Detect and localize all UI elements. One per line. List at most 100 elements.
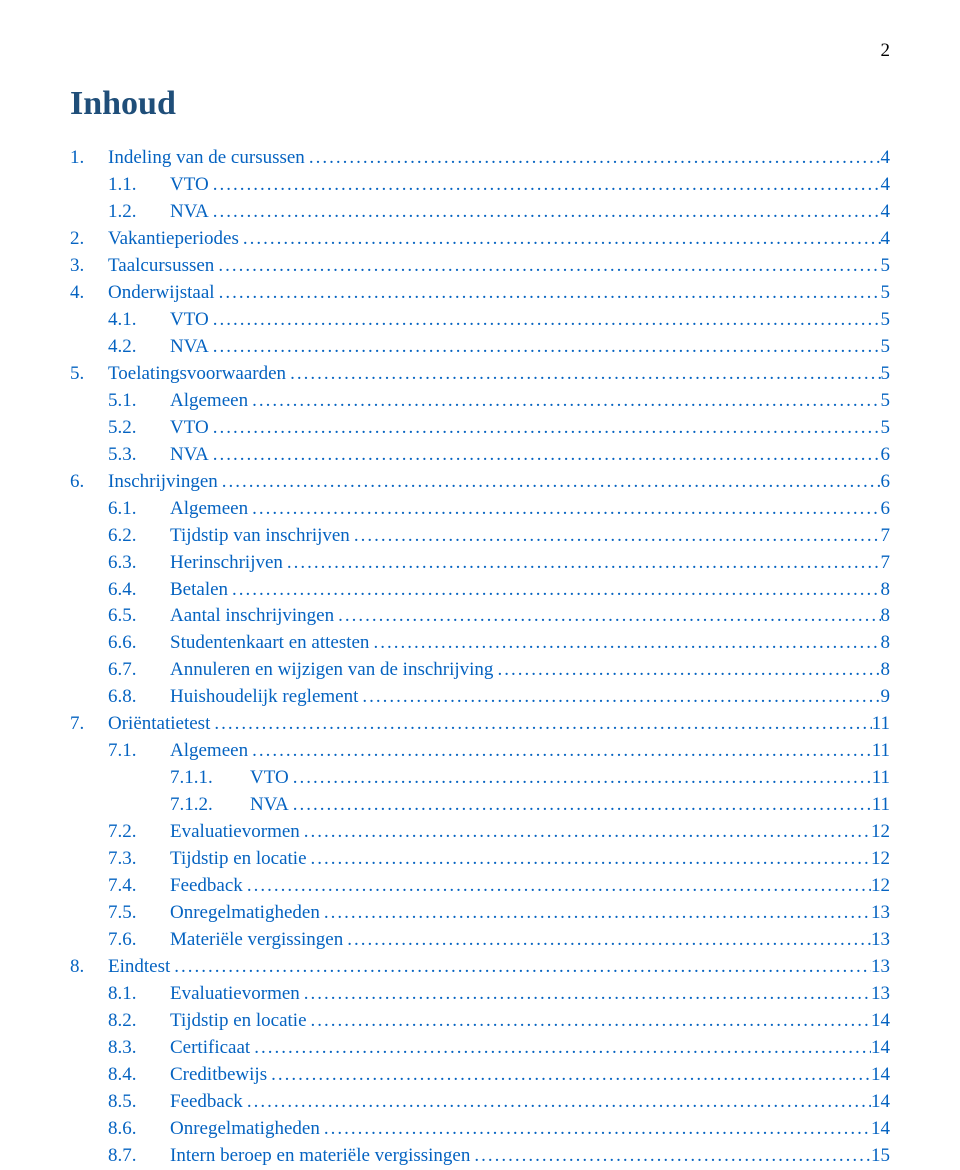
toc-leader-dots: [358, 684, 880, 711]
page-title: Inhoud: [70, 85, 890, 123]
toc-entry[interactable]: 7.3.Tijdstip en locatie12: [70, 846, 890, 873]
toc-leader-dots: [320, 1116, 871, 1143]
toc-entry[interactable]: 1.1.VTO4: [70, 172, 890, 199]
toc-entry[interactable]: 7.Oriëntatietest11: [70, 711, 890, 738]
toc-entry-number: 5.3.: [108, 442, 170, 469]
toc-entry[interactable]: 8.1.Evaluatievormen13: [70, 981, 890, 1008]
toc-entry-number: 6.2.: [108, 523, 170, 550]
toc-entry-page: 8: [881, 630, 891, 657]
toc-entry[interactable]: 4.2.NVA5: [70, 334, 890, 361]
toc-entry-number: 3.: [70, 253, 108, 280]
toc-entry-number: 6.3.: [108, 550, 170, 577]
toc-entry-page: 13: [871, 927, 890, 954]
toc-entry-label: Tijdstip en locatie: [170, 1008, 307, 1035]
toc-entry-label: Onregelmatigheden: [170, 1116, 320, 1143]
toc-entry-label: Algemeen: [170, 496, 248, 523]
toc-entry[interactable]: 6.8.Huishoudelijk reglement9: [70, 684, 890, 711]
toc-entry[interactable]: 3.Taalcursussen5: [70, 253, 890, 280]
toc-entry-label: Tijdstip van inschrijven: [170, 523, 350, 550]
toc-entry-page: 14: [871, 1035, 890, 1062]
toc-entry[interactable]: 8.4.Creditbewijs14: [70, 1062, 890, 1089]
toc-entry[interactable]: 4.1.VTO5: [70, 307, 890, 334]
toc-entry[interactable]: 8.5.Feedback14: [70, 1089, 890, 1116]
toc-entry-page: 11: [872, 792, 890, 819]
toc-entry[interactable]: 5.2.VTO5: [70, 415, 890, 442]
toc-entry-number: 7.6.: [108, 927, 170, 954]
toc-entry[interactable]: 6.1.Algemeen6: [70, 496, 890, 523]
toc-entry[interactable]: 8.2.Tijdstip en locatie14: [70, 1008, 890, 1035]
toc-entry-page: 5: [881, 415, 891, 442]
toc-entry-label: Betalen: [170, 577, 228, 604]
toc-entry[interactable]: 7.4.Feedback12: [70, 873, 890, 900]
toc-entry-number: 7.4.: [108, 873, 170, 900]
toc-entry[interactable]: 8.7.Intern beroep en materiële vergissin…: [70, 1143, 890, 1170]
toc-entry[interactable]: 4.Onderwijstaal5: [70, 280, 890, 307]
toc-entry[interactable]: 6.4.Betalen8: [70, 577, 890, 604]
toc-leader-dots: [210, 711, 871, 738]
toc-entry[interactable]: 6.5.Aantal inschrijvingen8: [70, 603, 890, 630]
toc-entry-page: 14: [871, 1008, 890, 1035]
toc-entry[interactable]: 6.2.Tijdstip van inschrijven7: [70, 523, 890, 550]
toc-entry-number: 7.5.: [108, 900, 170, 927]
toc-entry-page: 6: [881, 469, 891, 496]
toc-entry[interactable]: 5.3.NVA6: [70, 442, 890, 469]
toc-entry-label: Indeling van de cursussen: [108, 145, 305, 172]
toc-entry[interactable]: 7.1.1.VTO11: [70, 765, 890, 792]
toc-entry-page: 5: [881, 334, 891, 361]
toc-entry[interactable]: 8.Eindtest13: [70, 954, 890, 981]
toc-entry[interactable]: 7.1.2.NVA11: [70, 792, 890, 819]
toc-entry-page: 12: [871, 846, 890, 873]
toc-leader-dots: [300, 819, 871, 846]
toc-entry-page: 6: [881, 442, 891, 469]
toc-leader-dots: [250, 1035, 871, 1062]
toc-leader-dots: [248, 388, 880, 415]
toc-leader-dots: [289, 765, 872, 792]
toc-entry[interactable]: 7.6.Materiële vergissingen13: [70, 927, 890, 954]
toc-leader-dots: [228, 577, 880, 604]
toc-entry-page: 11: [872, 765, 890, 792]
toc-leader-dots: [369, 630, 880, 657]
toc-entry-number: 8.4.: [108, 1062, 170, 1089]
toc-entry[interactable]: 6.Inschrijvingen6: [70, 469, 890, 496]
toc-entry[interactable]: 7.2.Evaluatievormen12: [70, 819, 890, 846]
toc-entry-page: 11: [872, 738, 890, 765]
toc-entry[interactable]: 6.7.Annuleren en wijzigen van de inschri…: [70, 657, 890, 684]
toc-entry-label: Oriëntatietest: [108, 711, 210, 738]
toc-entry-label: Toelatingsvoorwaarden: [108, 361, 286, 388]
toc-entry-label: Annuleren en wijzigen van de inschrijvin…: [170, 657, 493, 684]
toc-entry[interactable]: 6.3.Herinschrijven7: [70, 550, 890, 577]
toc-entry-number: 6.7.: [108, 657, 170, 684]
toc-entry[interactable]: 1.Indeling van de cursussen4: [70, 145, 890, 172]
toc-entry-label: Evaluatievormen: [170, 819, 300, 846]
toc-entry-page: 8: [881, 657, 891, 684]
toc-leader-dots: [209, 172, 881, 199]
toc-leader-dots: [248, 496, 880, 523]
table-of-contents: 1.Indeling van de cursussen41.1.VTO41.2.…: [70, 145, 890, 1170]
toc-entry-number: 7.3.: [108, 846, 170, 873]
toc-entry-number: 2.: [70, 226, 108, 253]
toc-entry-label: Evaluatievormen: [170, 981, 300, 1008]
toc-entry[interactable]: 7.1.Algemeen11: [70, 738, 890, 765]
toc-entry-page: 15: [871, 1143, 890, 1170]
toc-leader-dots: [209, 334, 881, 361]
toc-leader-dots: [493, 657, 880, 684]
toc-entry-page: 13: [871, 954, 890, 981]
toc-leader-dots: [307, 1008, 871, 1035]
toc-entry[interactable]: 7.5.Onregelmatigheden13: [70, 900, 890, 927]
toc-entry[interactable]: 6.6.Studentenkaart en attesten8: [70, 630, 890, 657]
toc-entry-label: Huishoudelijk reglement: [170, 684, 358, 711]
toc-entry-number: 1.2.: [108, 199, 170, 226]
toc-entry-number: 6.1.: [108, 496, 170, 523]
toc-entry[interactable]: 5.Toelatingsvoorwaarden5: [70, 361, 890, 388]
toc-entry-page: 12: [871, 873, 890, 900]
toc-leader-dots: [350, 523, 881, 550]
toc-entry-page: 5: [881, 253, 891, 280]
toc-entry[interactable]: 8.3.Certificaat14: [70, 1035, 890, 1062]
toc-entry-number: 5.: [70, 361, 108, 388]
toc-entry[interactable]: 2.Vakantieperiodes4: [70, 226, 890, 253]
toc-entry-label: VTO: [170, 172, 209, 199]
toc-entry[interactable]: 8.6.Onregelmatigheden14: [70, 1116, 890, 1143]
toc-entry-label: NVA: [250, 792, 289, 819]
toc-entry[interactable]: 5.1.Algemeen5: [70, 388, 890, 415]
toc-entry[interactable]: 1.2.NVA4: [70, 199, 890, 226]
